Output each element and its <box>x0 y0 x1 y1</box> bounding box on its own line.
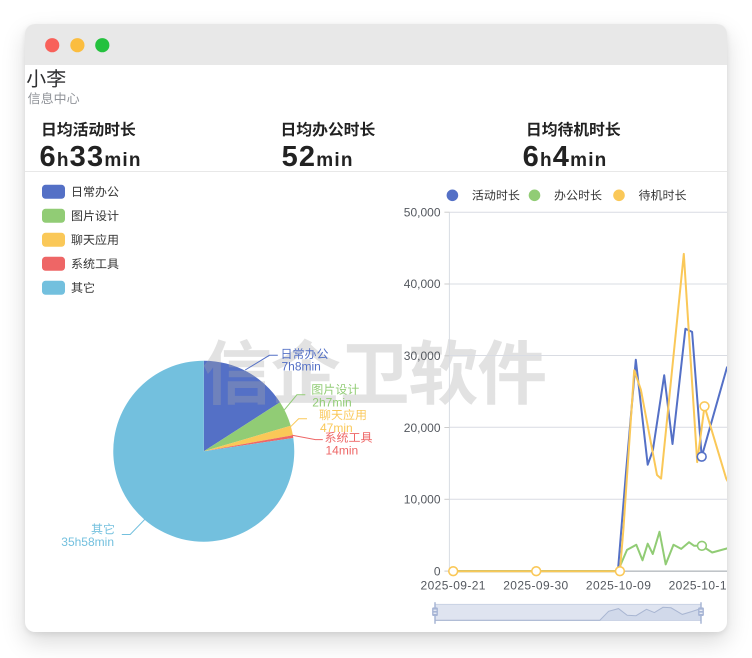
svg-text:47min: 47min <box>320 421 353 435</box>
svg-text:2h7min: 2h7min <box>312 395 351 409</box>
svg-text:10,000: 10,000 <box>404 493 441 507</box>
svg-text:40,000: 40,000 <box>404 277 441 291</box>
svg-text:6h33min: 6h33min <box>40 141 142 173</box>
svg-text:30,000: 30,000 <box>404 349 441 363</box>
svg-text:35h58min: 35h58min <box>61 535 114 549</box>
svg-text:7h8min: 7h8min <box>282 359 321 373</box>
svg-text:50,000: 50,000 <box>404 205 441 219</box>
svg-text:20,000: 20,000 <box>404 421 441 435</box>
svg-text:2025-10-09: 2025-10-09 <box>586 579 651 593</box>
svg-text:2025-09-21: 2025-09-21 <box>421 579 486 593</box>
svg-text:6h4min: 6h4min <box>523 141 608 173</box>
svg-text:0: 0 <box>434 564 441 578</box>
svg-text:2025-09-30: 2025-09-30 <box>503 579 568 593</box>
svg-text:14min: 14min <box>326 443 359 457</box>
svg-text:2025-10-18: 2025-10-18 <box>669 579 727 593</box>
svg-text:52min: 52min <box>282 141 354 173</box>
